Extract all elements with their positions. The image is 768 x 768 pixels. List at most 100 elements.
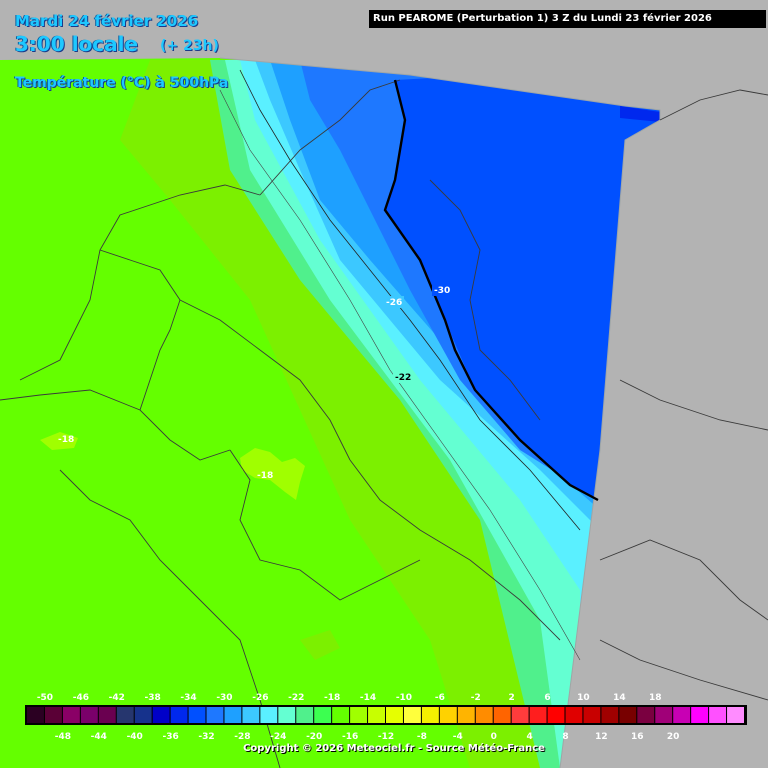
- legend-top-label: -46: [73, 693, 89, 703]
- legend-top-label: -2: [471, 693, 481, 703]
- legend-bottom-label: 16: [631, 732, 644, 742]
- legend-top-label: -34: [180, 693, 196, 703]
- legend-bottom-label: -40: [127, 732, 143, 742]
- legend-swatch: [278, 707, 296, 723]
- france-border: [229, 449, 421, 601]
- label-minus-18-west: -18: [58, 435, 74, 445]
- france-interior: [59, 469, 281, 768]
- legend-top-label: -38: [145, 693, 161, 703]
- legend-swatch: [403, 707, 421, 723]
- germany-border-west: [179, 299, 351, 461]
- parameter-label: Température (°C) à 500hPa: [15, 75, 229, 91]
- label-minus-22: -22: [395, 373, 411, 383]
- legend-swatch: [350, 707, 368, 723]
- legend-top-label: 18: [649, 693, 662, 703]
- legend-swatch: [655, 707, 673, 723]
- east-border: [599, 539, 768, 621]
- map-labels: -30 -26 -22 -18 -18: [58, 284, 452, 481]
- legend-swatch: [332, 707, 350, 723]
- patch-minus-18-central: [240, 448, 305, 500]
- contour-minus-26: [239, 69, 581, 531]
- legend-swatch: [619, 707, 637, 723]
- legend-bottom-label: 8: [562, 732, 568, 742]
- legend-bottom-label: -36: [162, 732, 178, 742]
- legend-top-label: -6: [435, 693, 445, 703]
- label-minus-26: -26: [386, 298, 402, 308]
- legend-top-label: -18: [324, 693, 340, 703]
- legend-swatch: [547, 707, 565, 723]
- legend-top-label: 10: [577, 693, 590, 703]
- legend-swatch: [475, 707, 493, 723]
- legend: -50 -46 -42 -38 -34 -30 -26 -22 -18 -14 -10 -6 -2 2 6 1…: [25, 693, 747, 742]
- legend-bottom-label: 0: [491, 732, 497, 742]
- legend-swatch: [493, 707, 511, 723]
- legend-swatch: [80, 707, 98, 723]
- legend-bottom-label: -8: [417, 732, 427, 742]
- legend-swatch: [583, 707, 601, 723]
- legend-top-label: -10: [396, 693, 412, 703]
- legend-top-label: -26: [252, 693, 268, 703]
- legend-bottom-label: -16: [342, 732, 358, 742]
- legend-swatch: [727, 707, 744, 723]
- legend-top-label: 2: [509, 693, 515, 703]
- legend-swatches: [27, 707, 744, 723]
- legend-swatch: [152, 707, 170, 723]
- patch-minus-18-west: [40, 432, 78, 450]
- forecast-time: 3:00 locale: [15, 32, 139, 56]
- forecast-lead: (+ 23h): [160, 38, 219, 54]
- ne-border: [619, 379, 768, 431]
- contour-minus-30: [383, 79, 599, 502]
- band-minus-34: [385, 60, 660, 768]
- legend-swatch: [511, 707, 529, 723]
- label-bg-minus-30: [432, 284, 452, 296]
- legend-swatch: [62, 707, 80, 723]
- borders: [0, 79, 768, 768]
- legend-swatch: [529, 707, 547, 723]
- legend-top-label: -22: [288, 693, 304, 703]
- legend-swatch: [296, 707, 314, 723]
- legend-bottom-labels: -48 -44 -40 -36 -32 -28 -24 -20 -16 -12 -8 -4 0 4 8 12 1…: [55, 732, 680, 742]
- baltic-coast: [659, 89, 768, 121]
- legend-swatch: [98, 707, 116, 723]
- legend-top-label: 6: [544, 693, 550, 703]
- belgium-border: [0, 389, 231, 461]
- legend-swatch: [224, 707, 242, 723]
- legend-swatch: [601, 707, 619, 723]
- band-minus-36: [620, 106, 660, 122]
- legend-swatch: [134, 707, 152, 723]
- legend-bottom-label: -48: [55, 732, 71, 742]
- legend-swatch: [457, 707, 475, 723]
- legend-bottom-label: 20: [667, 732, 680, 742]
- alps-border: [349, 459, 561, 641]
- denmark-coast: [259, 79, 401, 196]
- legend-swatch: [439, 707, 457, 723]
- label-bg-minus-22: [393, 371, 413, 383]
- copyright: Copyright © 2026 Meteociel.fr - Source M…: [243, 743, 545, 754]
- legend-swatch: [691, 707, 709, 723]
- legend-top-labels: -50 -46 -42 -38 -34 -30 -26 -22 -18 -14 -10 -6 -2 2 6 1…: [37, 693, 662, 703]
- contour-minus-22: [219, 89, 581, 661]
- legend-bottom-label: -24: [270, 732, 286, 742]
- label-bg-minus-26: [384, 296, 404, 308]
- forecast-date: Mardi 24 février 2026: [15, 12, 199, 30]
- legend-swatch: [242, 707, 260, 723]
- legend-swatch: [116, 707, 134, 723]
- legend-swatch: [386, 707, 403, 723]
- legend-top-label: -42: [109, 693, 125, 703]
- label-minus-30: -30: [434, 286, 450, 296]
- legend-swatch: [314, 707, 332, 723]
- legend-swatch: [368, 707, 385, 723]
- legend-swatch: [188, 707, 206, 723]
- legend-bottom-label: -32: [198, 732, 214, 742]
- poland-border: [429, 179, 541, 421]
- legend-bottom-label: -28: [234, 732, 250, 742]
- legend-top-label: -14: [360, 693, 376, 703]
- legend-swatch: [421, 707, 439, 723]
- legend-bottom-label: 12: [595, 732, 608, 742]
- coastline-north-sea: [19, 184, 261, 381]
- legend-swatch: [44, 707, 62, 723]
- domain-edge: [219, 57, 661, 768]
- legend-top-label: -50: [37, 693, 53, 703]
